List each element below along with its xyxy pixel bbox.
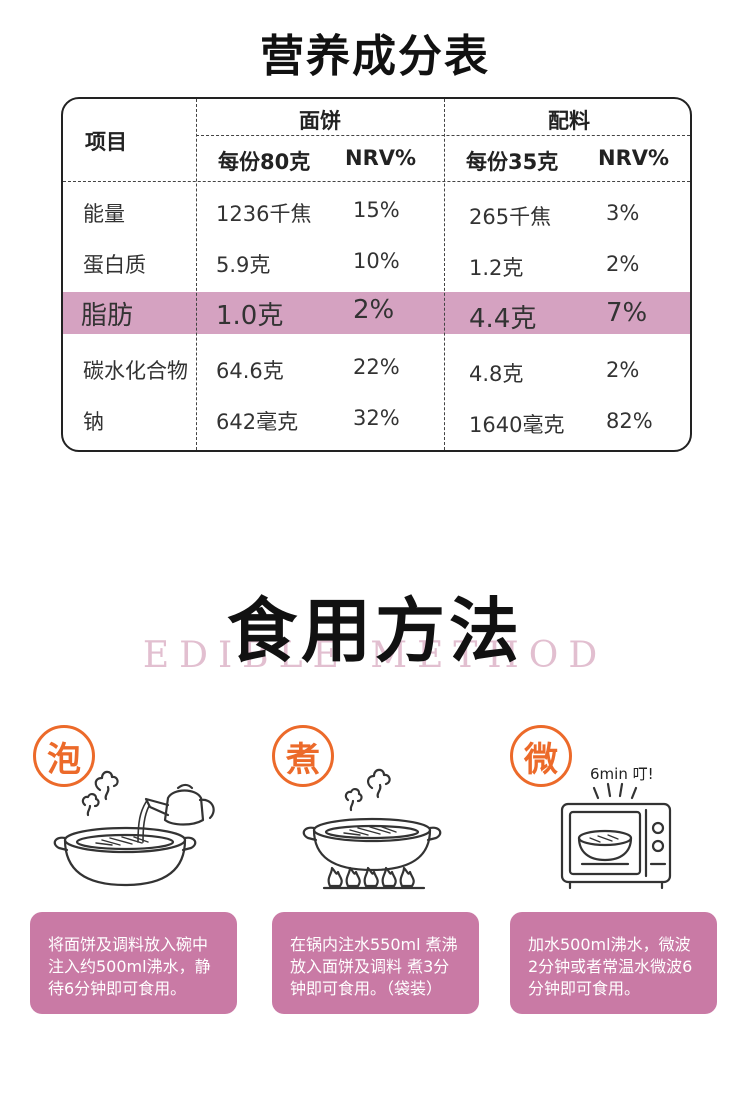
- row-item: 钠: [83, 410, 104, 434]
- method-text-line: 待6分钟即可食用。: [48, 979, 187, 998]
- row-nrv-seasoning: 7%: [606, 298, 648, 328]
- row-nrv-noodle: 2%: [353, 295, 395, 325]
- method-text-line: 分钟即可食用。: [528, 979, 641, 998]
- serving-size-seasoning: 每份35克: [466, 150, 559, 174]
- row-value-seasoning: 4.8克: [469, 362, 524, 386]
- method-badge-boil: 煮: [272, 725, 334, 787]
- row-nrv-seasoning: 2%: [606, 252, 640, 276]
- row-nrv-noodle: 32%: [353, 406, 400, 430]
- row-nrv-seasoning: 2%: [606, 358, 640, 382]
- nrv-header-noodle: NRV%: [345, 146, 417, 170]
- method-card-boil: 在锅内注水550ml 煮沸 放入面饼及调料 煮3分 钟即可食用。（袋装）: [272, 912, 479, 1014]
- nutrition-title: 营养成分表: [260, 31, 490, 82]
- method-text-line: 2分钟或者常温水微波6: [528, 957, 693, 976]
- column-divider: [444, 99, 445, 450]
- row-item: 脂肪: [81, 301, 134, 331]
- serving-size-noodle: 每份80克: [218, 150, 311, 174]
- item-header: 项目: [85, 130, 127, 154]
- row-value-noodle: 1.0克: [216, 301, 284, 331]
- bowl-kettle-icon: [50, 760, 230, 895]
- row-nrv-seasoning: 3%: [606, 201, 640, 225]
- header-divider: [63, 181, 690, 182]
- method-card-microwave: 加水500ml沸水，微波 2分钟或者常温水微波6 分钟即可食用。: [510, 912, 717, 1014]
- method-text-line: 加水500ml沸水，微波: [528, 935, 691, 954]
- row-item: 碳水化合物: [83, 359, 188, 383]
- method-text-line: 注入约500ml沸水，静: [48, 957, 211, 976]
- row-value-noodle: 1236千焦: [216, 202, 312, 226]
- row-value-noodle: 64.6克: [216, 359, 284, 383]
- nutrition-table: 项目 面饼 配料 每份80克 NRV% 每份35克 NRV% 能量 1236千焦…: [61, 97, 692, 452]
- pot-on-flame-icon: [300, 760, 450, 895]
- group-name-seasoning: 配料: [548, 109, 590, 133]
- row-nrv-noodle: 15%: [353, 198, 400, 222]
- row-value-noodle: 5.9克: [216, 253, 271, 277]
- column-divider: [196, 99, 197, 450]
- method-card-soak: 将面饼及调料放入碗中 注入约500ml沸水，静 待6分钟即可食用。: [30, 912, 237, 1014]
- row-nrv-noodle: 10%: [353, 249, 400, 273]
- row-value-seasoning: 265千焦: [469, 205, 552, 229]
- method-text-line: 放入面饼及调料 煮3分: [290, 957, 450, 976]
- row-nrv-seasoning: 82%: [606, 409, 653, 433]
- nrv-header-seasoning: NRV%: [598, 146, 670, 170]
- method-text-line: 将面饼及调料放入碗中: [48, 935, 209, 954]
- usage-subtitle: EDIBLE METHOD: [142, 635, 608, 676]
- row-nrv-noodle: 22%: [353, 355, 400, 379]
- row-value-seasoning: 4.4克: [469, 304, 537, 334]
- fat-row-highlight: [63, 292, 690, 334]
- usage-title: 食用方法: [227, 590, 523, 672]
- method-text-line: 钟即可食用。（袋装）: [290, 979, 443, 998]
- header-divider: [196, 135, 690, 136]
- method-badge-microwave: 微: [510, 725, 572, 787]
- row-value-noodle: 642毫克: [216, 410, 299, 434]
- row-value-seasoning: 1640毫克: [469, 413, 565, 437]
- row-value-seasoning: 1.2克: [469, 256, 524, 280]
- row-item: 蛋白质: [83, 253, 146, 277]
- microwave-timer-label: 6min 叮!: [590, 765, 654, 783]
- group-name-noodle: 面饼: [299, 109, 341, 133]
- method-text-line: 在锅内注水550ml 煮沸: [290, 935, 458, 954]
- microwave-icon: [556, 780, 676, 890]
- row-item: 能量: [83, 202, 125, 226]
- method-badge-soak: 泡: [33, 725, 95, 787]
